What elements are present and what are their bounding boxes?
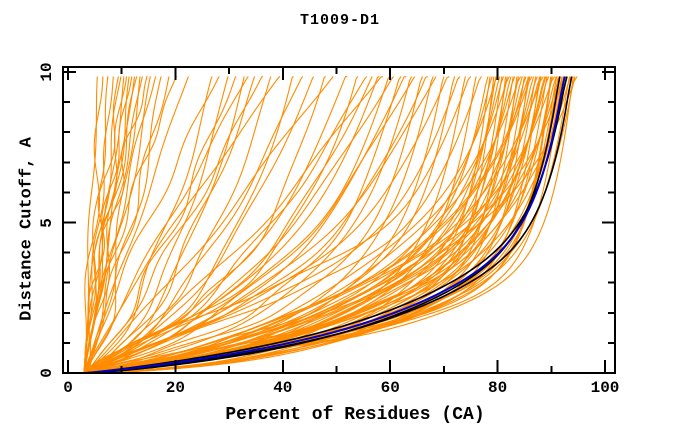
x-tick-label: 100	[590, 379, 620, 397]
axes-layer	[62, 66, 616, 374]
predicted-models-curve	[83, 76, 472, 373]
x-tick-label: 60	[380, 379, 400, 397]
reference-models-curve	[84, 76, 568, 373]
predicted-models-curve	[83, 76, 281, 373]
predicted-models-curve	[83, 76, 391, 373]
x-tick-label: 40	[273, 379, 293, 397]
best-model-curve	[84, 76, 566, 373]
predicted-models-curve	[83, 76, 294, 373]
predicted-models-curve	[83, 76, 380, 373]
predicted-models-curve	[84, 76, 516, 373]
predicted-models-curve	[83, 76, 122, 373]
x-tick-label: 20	[165, 379, 185, 397]
predicted-models-curve	[83, 76, 359, 373]
predicted-models-curve	[83, 76, 394, 373]
predicted-models-curve	[84, 76, 578, 373]
predicted-models-curve	[83, 76, 416, 373]
predicted-models-curve	[83, 76, 272, 373]
predicted-models-curve	[83, 76, 220, 373]
predicted-models-curve	[83, 75, 407, 373]
predicted-models-curve	[84, 76, 531, 373]
predicted-models-curve	[83, 76, 482, 373]
predicted-models-curve	[83, 76, 249, 373]
predicted-models-curve	[83, 76, 157, 373]
predicted-models-curve	[83, 76, 423, 373]
predicted-models-curve	[83, 76, 178, 373]
y-tick-label: 5	[38, 217, 56, 228]
y-tick-label: 0	[38, 368, 56, 378]
x-tick-label: 80	[487, 379, 508, 397]
x-axis-title: Percent of Residues (CA)	[225, 405, 485, 425]
predicted-models-curve	[83, 76, 456, 373]
predicted-models-curve	[83, 75, 383, 373]
y-tick-label: 10	[38, 62, 56, 82]
predicted-models-curve	[83, 76, 213, 373]
predicted-models-curve	[84, 76, 413, 373]
predicted-models-curve	[83, 75, 264, 373]
predicted-models-curve	[84, 76, 499, 373]
chart-title: T1009-D1	[299, 12, 380, 29]
predicted-models-curve	[83, 76, 334, 373]
predicted-models-curve	[83, 76, 368, 373]
predicted-models-curve	[83, 76, 133, 373]
curves-layer	[83, 75, 578, 373]
x-tick-label: 0	[63, 379, 73, 397]
reference-models-curve	[84, 76, 561, 373]
predicted-models-curve	[83, 76, 189, 373]
predicted-models-curve	[83, 76, 461, 373]
